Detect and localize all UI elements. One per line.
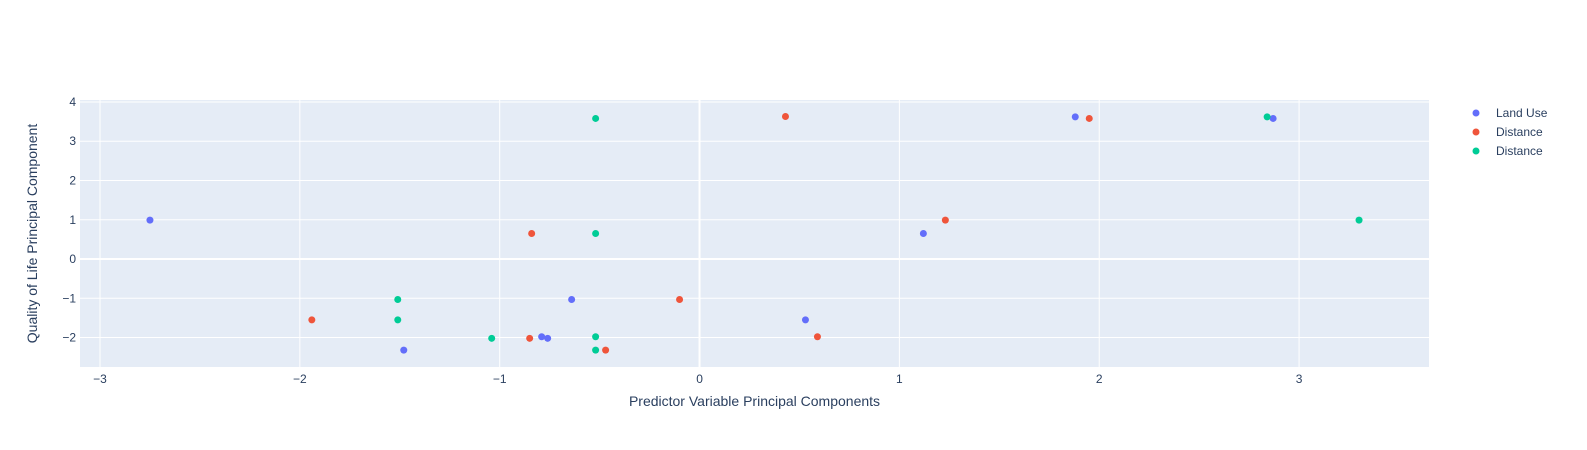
- data-point-series-1[interactable]: [544, 334, 552, 342]
- x-tick-label: −1: [493, 372, 507, 386]
- data-point-series-2[interactable]: [602, 346, 610, 354]
- data-point-series-2[interactable]: [308, 316, 316, 324]
- y-tick-label: −1: [62, 291, 76, 305]
- data-points: [146, 112, 1363, 354]
- data-point-series-2[interactable]: [1085, 114, 1093, 122]
- data-point-series-1[interactable]: [801, 316, 809, 324]
- data-point-series-3[interactable]: [592, 114, 600, 122]
- data-point-series-2[interactable]: [676, 295, 684, 303]
- legend-item[interactable]: Distance: [1472, 125, 1544, 139]
- legend-label: Land Use: [1496, 106, 1548, 120]
- data-point-series-2[interactable]: [528, 230, 536, 237]
- data-point-series-1[interactable]: [146, 216, 154, 224]
- data-point-series-2[interactable]: [813, 333, 821, 341]
- legend-label: Distance: [1496, 144, 1543, 158]
- x-tick-label: 2: [1096, 372, 1103, 386]
- x-tick-label: −2: [293, 372, 307, 386]
- data-point-series-3[interactable]: [1263, 113, 1271, 121]
- data-point-series-1[interactable]: [400, 346, 408, 354]
- data-point-series-3[interactable]: [394, 295, 402, 303]
- data-point-series-1[interactable]: [538, 333, 546, 341]
- x-tick-label: 0: [696, 372, 703, 386]
- data-point-series-3[interactable]: [592, 346, 600, 354]
- y-tick-label: 0: [69, 252, 76, 266]
- y-tick-label: 2: [69, 173, 76, 187]
- legend-marker: [1472, 109, 1480, 117]
- data-point-series-3[interactable]: [488, 334, 496, 342]
- data-point-series-1[interactable]: [1269, 114, 1277, 122]
- legend-item[interactable]: Distance: [1472, 144, 1544, 158]
- legend-item[interactable]: Land Use: [1472, 106, 1548, 120]
- y-tick-label: 4: [69, 95, 76, 109]
- data-point-series-3[interactable]: [1355, 216, 1363, 224]
- y-tick-label: −2: [62, 331, 76, 345]
- legend-marker: [1472, 128, 1480, 136]
- plot-area: [80, 100, 1429, 367]
- data-point-series-1[interactable]: [1071, 113, 1079, 121]
- x-axis-title: Predictor Variable Principal Components: [629, 393, 880, 409]
- x-tick-label: −3: [93, 372, 107, 386]
- data-point-series-2[interactable]: [781, 112, 789, 120]
- legend[interactable]: Land Use Distance Distance: [1472, 106, 1548, 158]
- data-point-series-1[interactable]: [568, 295, 576, 303]
- data-point-series-3[interactable]: [394, 316, 402, 324]
- data-point-series-2[interactable]: [941, 216, 949, 224]
- y-axis-title: Quality of Life Principal Component: [24, 124, 40, 344]
- legend-label: Distance: [1496, 125, 1543, 139]
- data-point-series-3[interactable]: [592, 230, 600, 237]
- data-point-series-2[interactable]: [526, 334, 534, 342]
- data-point-series-3[interactable]: [592, 333, 600, 341]
- x-tick-label: 3: [1296, 372, 1303, 386]
- y-tick-label: 3: [69, 134, 76, 148]
- x-tick-label: 1: [896, 372, 903, 386]
- y-tick-label: 1: [69, 213, 76, 227]
- legend-marker: [1472, 147, 1480, 155]
- grid-lines: [80, 100, 1429, 367]
- axis-ticks: −3 −2 −1 0 1 2 3 −2 −1 0 1 2 3 4: [62, 95, 1302, 386]
- data-point-series-1[interactable]: [919, 230, 927, 237]
